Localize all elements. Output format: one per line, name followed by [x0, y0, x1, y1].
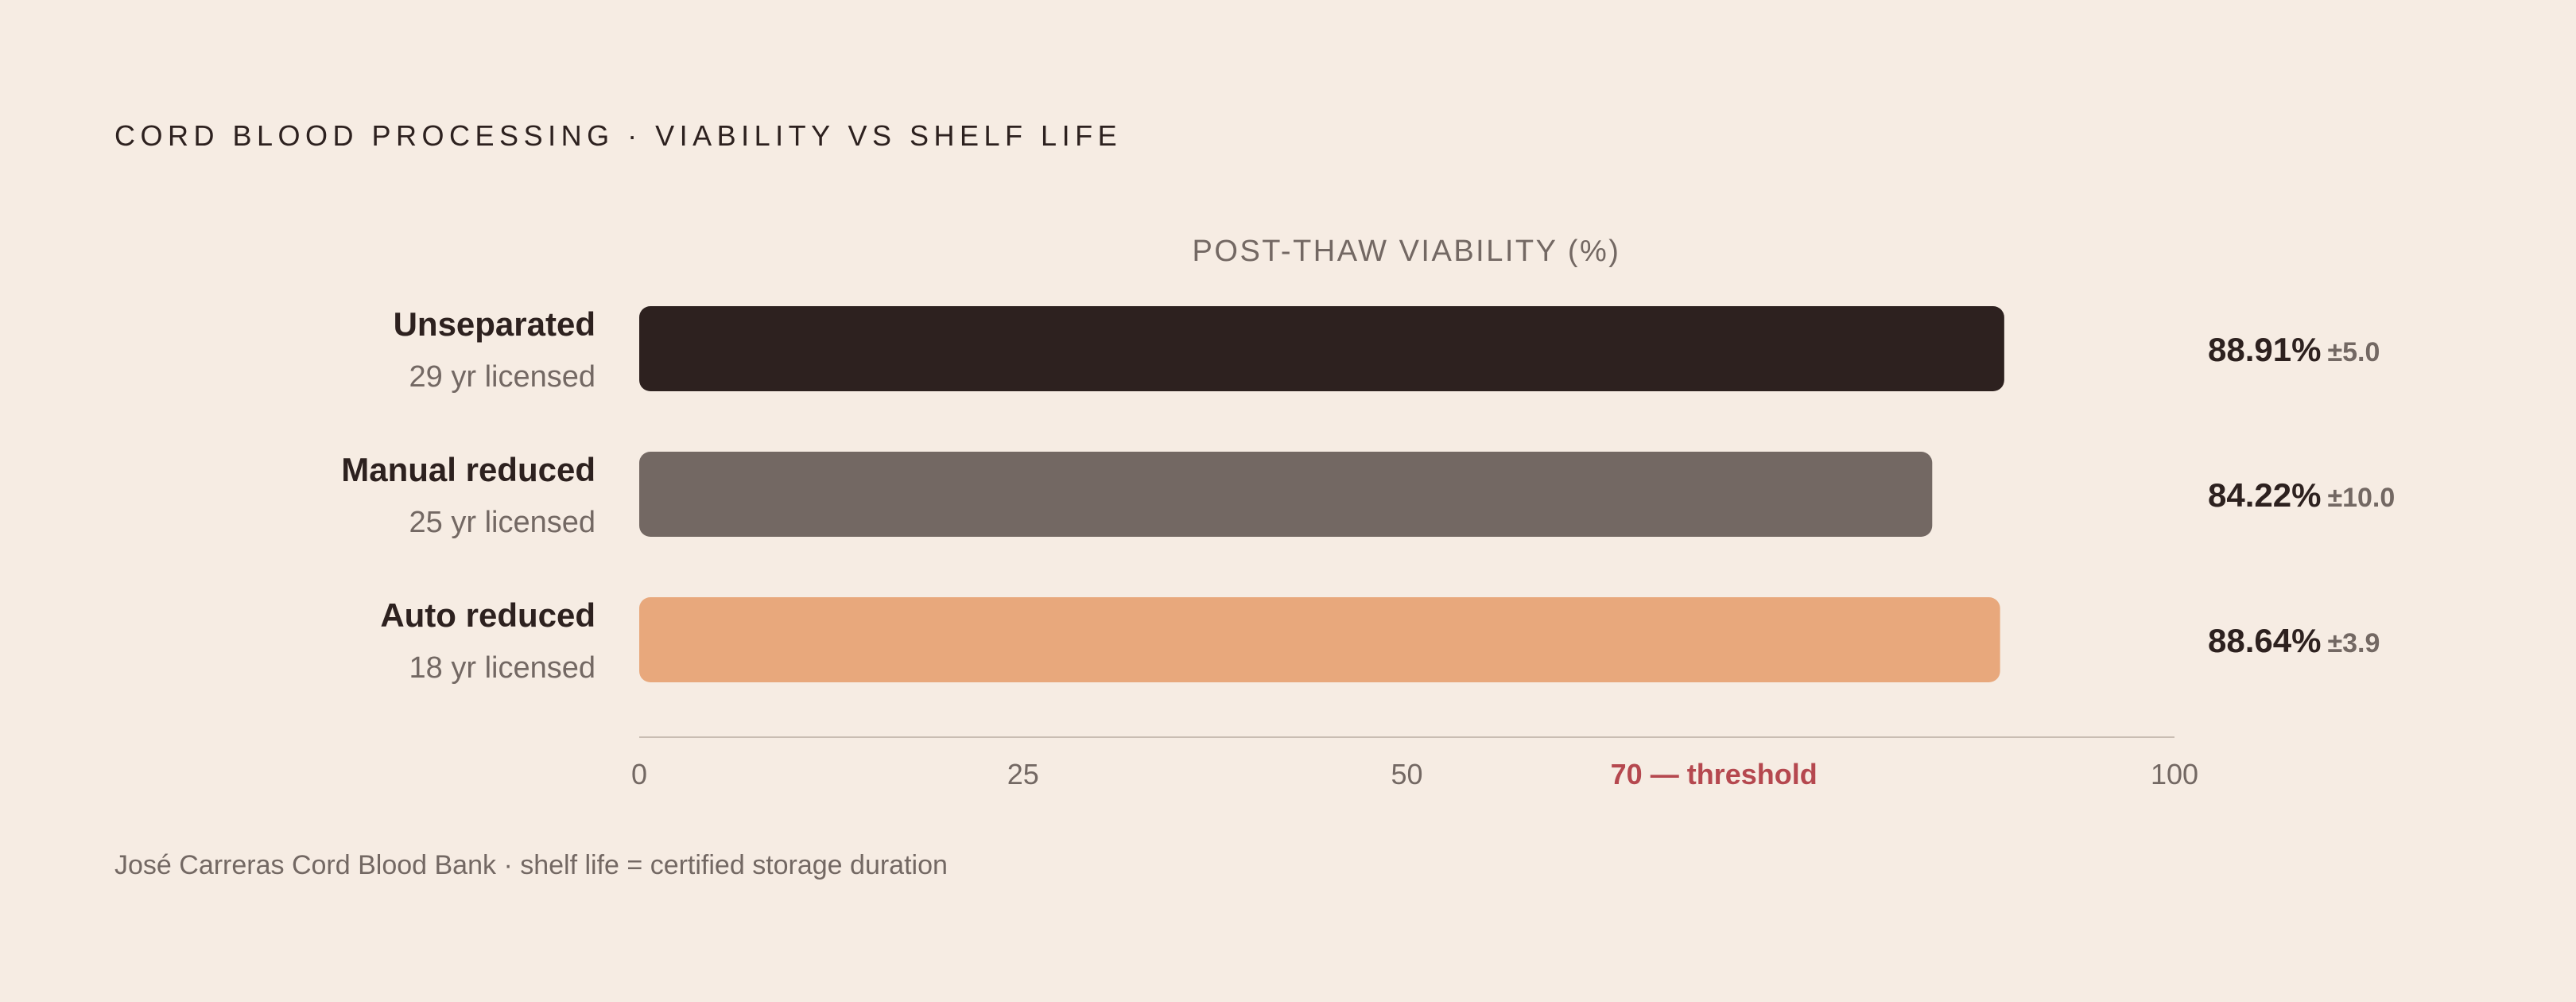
tick-label: 0 — [631, 758, 647, 790]
error-label: ±10.0 — [2327, 483, 2395, 513]
threshold-label: 70 — threshold — [1611, 758, 1818, 790]
bars-layer — [639, 306, 2004, 682]
value-labels-layer: 88.91% ±5.0 84.22% ±10.0 88.64% ±3.9 — [2208, 331, 2395, 659]
tick-label: 100 — [2151, 758, 2198, 790]
error-label: ±3.9 — [2327, 628, 2380, 658]
value-number: 88.64% — [2208, 622, 2321, 659]
error-label: ±5.0 — [2327, 337, 2380, 367]
bar — [639, 452, 1933, 537]
category-sublabel: 18 yr licensed — [409, 651, 596, 685]
category-label: Unseparated — [394, 305, 596, 343]
footer-note: José Carreras Cord Blood Bank · shelf li… — [114, 850, 948, 880]
category-label: Manual reduced — [341, 451, 596, 488]
category-sublabel: 29 yr licensed — [409, 360, 596, 394]
bar — [639, 597, 2000, 682]
category-labels-layer: Unseparated 29 yr licensed Manual reduced 2… — [341, 305, 596, 685]
x-axis-ticks: 0 25 50 70 — threshold 100 — [631, 758, 2198, 790]
value-label: 88.64% ±3.9 — [2208, 622, 2380, 659]
category-label: Auto reduced — [380, 596, 596, 634]
value-label: 84.22% ±10.0 — [2208, 476, 2395, 514]
tick-label: 25 — [1007, 758, 1039, 790]
value-label: 88.91% ±5.0 — [2208, 331, 2380, 368]
chart-title: CORD BLOOD PROCESSING · VIABILITY VS SHE… — [114, 119, 1122, 152]
category-sublabel: 25 yr licensed — [409, 506, 596, 539]
value-number: 88.91% — [2208, 331, 2321, 368]
tick-label: 50 — [1391, 758, 1422, 790]
value-number: 84.22% — [2208, 476, 2321, 514]
bar — [639, 306, 2004, 391]
x-axis-title: POST-THAW VIABILITY (%) — [1193, 235, 1621, 268]
